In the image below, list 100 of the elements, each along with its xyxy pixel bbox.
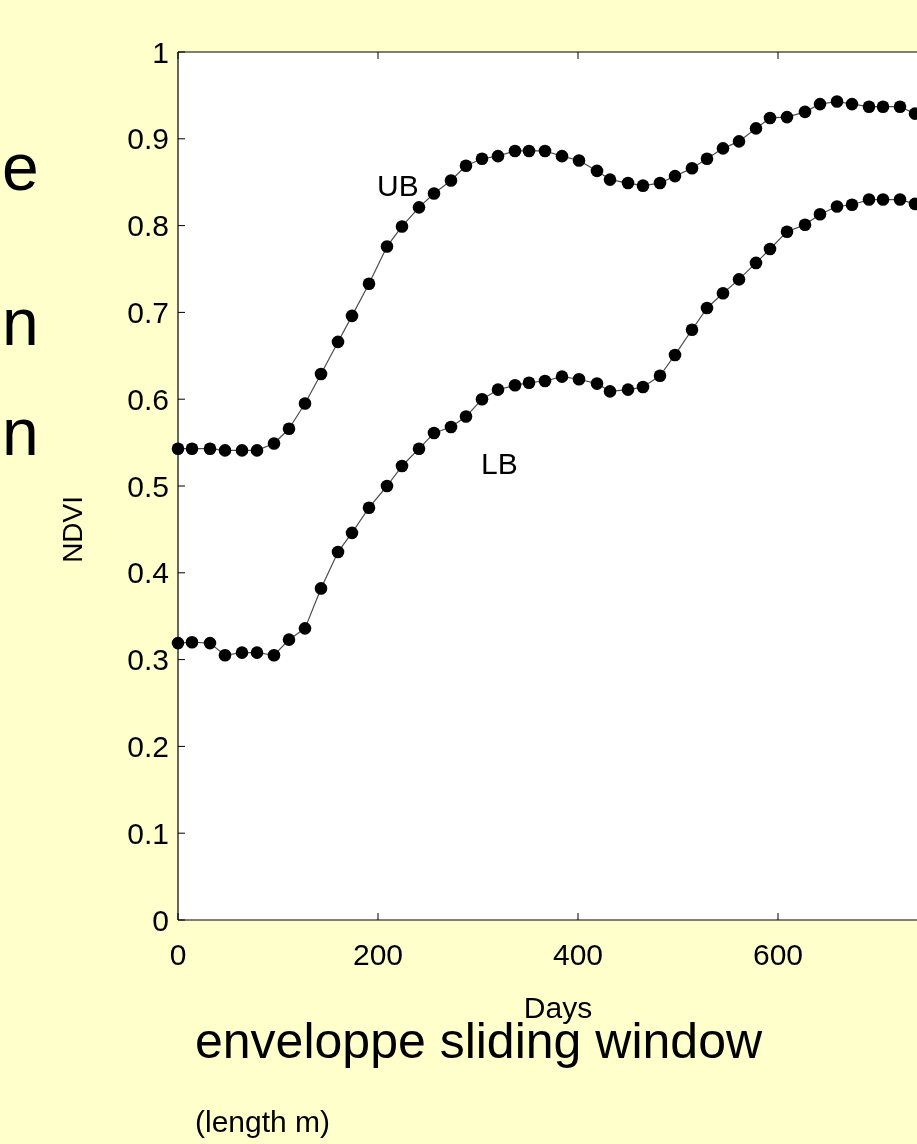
point bbox=[572, 372, 586, 386]
point bbox=[218, 444, 232, 457]
y-tick-label: 0.9 bbox=[127, 122, 169, 156]
text: (length m) bbox=[195, 1105, 331, 1138]
point bbox=[282, 422, 296, 436]
point bbox=[603, 385, 617, 398]
y-tick-label: 0.3 bbox=[127, 643, 169, 677]
point bbox=[668, 169, 682, 183]
point bbox=[218, 648, 232, 662]
point bbox=[700, 301, 714, 315]
point bbox=[508, 379, 522, 392]
point bbox=[475, 392, 489, 406]
point bbox=[653, 369, 667, 383]
point bbox=[763, 242, 777, 256]
point bbox=[508, 144, 522, 158]
point bbox=[538, 374, 552, 388]
point bbox=[380, 479, 394, 493]
point bbox=[636, 380, 650, 394]
point bbox=[538, 144, 552, 158]
point bbox=[314, 582, 328, 595]
point bbox=[380, 240, 394, 253]
point bbox=[653, 176, 667, 190]
point bbox=[250, 646, 264, 659]
point bbox=[780, 110, 794, 124]
point bbox=[298, 397, 312, 410]
point bbox=[845, 198, 859, 212]
y-tick-label: 0.6 bbox=[127, 382, 169, 416]
point bbox=[732, 135, 746, 148]
point bbox=[298, 622, 312, 635]
point bbox=[862, 100, 876, 113]
point bbox=[798, 218, 812, 232]
point bbox=[590, 164, 604, 178]
point bbox=[749, 256, 763, 270]
point bbox=[185, 635, 199, 649]
point bbox=[830, 200, 844, 213]
point bbox=[345, 309, 359, 323]
point bbox=[798, 105, 812, 119]
point bbox=[621, 176, 635, 190]
point bbox=[235, 444, 249, 457]
point bbox=[555, 149, 569, 163]
point bbox=[491, 383, 505, 396]
point bbox=[732, 273, 746, 286]
point bbox=[862, 193, 876, 206]
point bbox=[459, 159, 473, 173]
point bbox=[250, 444, 264, 457]
y-tick-label: 0 bbox=[152, 903, 169, 937]
point bbox=[700, 152, 714, 166]
point bbox=[522, 376, 536, 390]
x-tick-label: 400 bbox=[552, 938, 604, 971]
x-tick-label: 200 bbox=[352, 938, 404, 971]
point bbox=[685, 162, 699, 175]
point bbox=[395, 220, 409, 233]
point bbox=[555, 370, 569, 383]
point bbox=[412, 201, 426, 214]
point bbox=[171, 636, 185, 650]
point bbox=[572, 154, 586, 167]
text: n bbox=[2, 395, 39, 469]
point bbox=[893, 100, 907, 113]
point bbox=[412, 442, 426, 455]
point bbox=[282, 633, 296, 646]
point bbox=[427, 187, 441, 200]
point bbox=[668, 348, 682, 362]
y-tick-label: 0.5 bbox=[127, 469, 169, 503]
point bbox=[362, 501, 376, 514]
point bbox=[893, 193, 907, 206]
point bbox=[203, 636, 217, 650]
y-tick-label: 1 bbox=[152, 35, 169, 69]
point bbox=[267, 648, 281, 662]
point bbox=[459, 410, 473, 423]
point bbox=[876, 100, 890, 113]
y-tick-label: 0.1 bbox=[127, 816, 169, 850]
text: e bbox=[2, 130, 39, 204]
point bbox=[185, 442, 199, 455]
point bbox=[444, 420, 458, 434]
point bbox=[813, 208, 827, 221]
point bbox=[845, 97, 859, 111]
point bbox=[621, 383, 635, 396]
y-tick-label: 0.8 bbox=[127, 209, 169, 243]
point bbox=[444, 174, 458, 187]
text: n bbox=[2, 285, 39, 359]
point bbox=[590, 377, 604, 390]
x-tick-label: 600 bbox=[752, 938, 804, 971]
point bbox=[395, 459, 409, 473]
point bbox=[716, 142, 730, 155]
point bbox=[763, 111, 777, 125]
y-tick-label: 0.7 bbox=[127, 295, 169, 329]
y-axis-title: NDVI bbox=[57, 495, 88, 563]
series-label: UB bbox=[377, 169, 419, 203]
point bbox=[636, 179, 650, 192]
point bbox=[685, 323, 699, 337]
point bbox=[491, 149, 505, 163]
point bbox=[813, 97, 827, 111]
point bbox=[203, 442, 217, 455]
point bbox=[345, 526, 359, 540]
point bbox=[475, 152, 489, 166]
point bbox=[171, 442, 185, 455]
point bbox=[235, 646, 249, 659]
point bbox=[427, 426, 441, 440]
point bbox=[603, 173, 617, 186]
y-tick-label: 0.2 bbox=[127, 729, 169, 763]
